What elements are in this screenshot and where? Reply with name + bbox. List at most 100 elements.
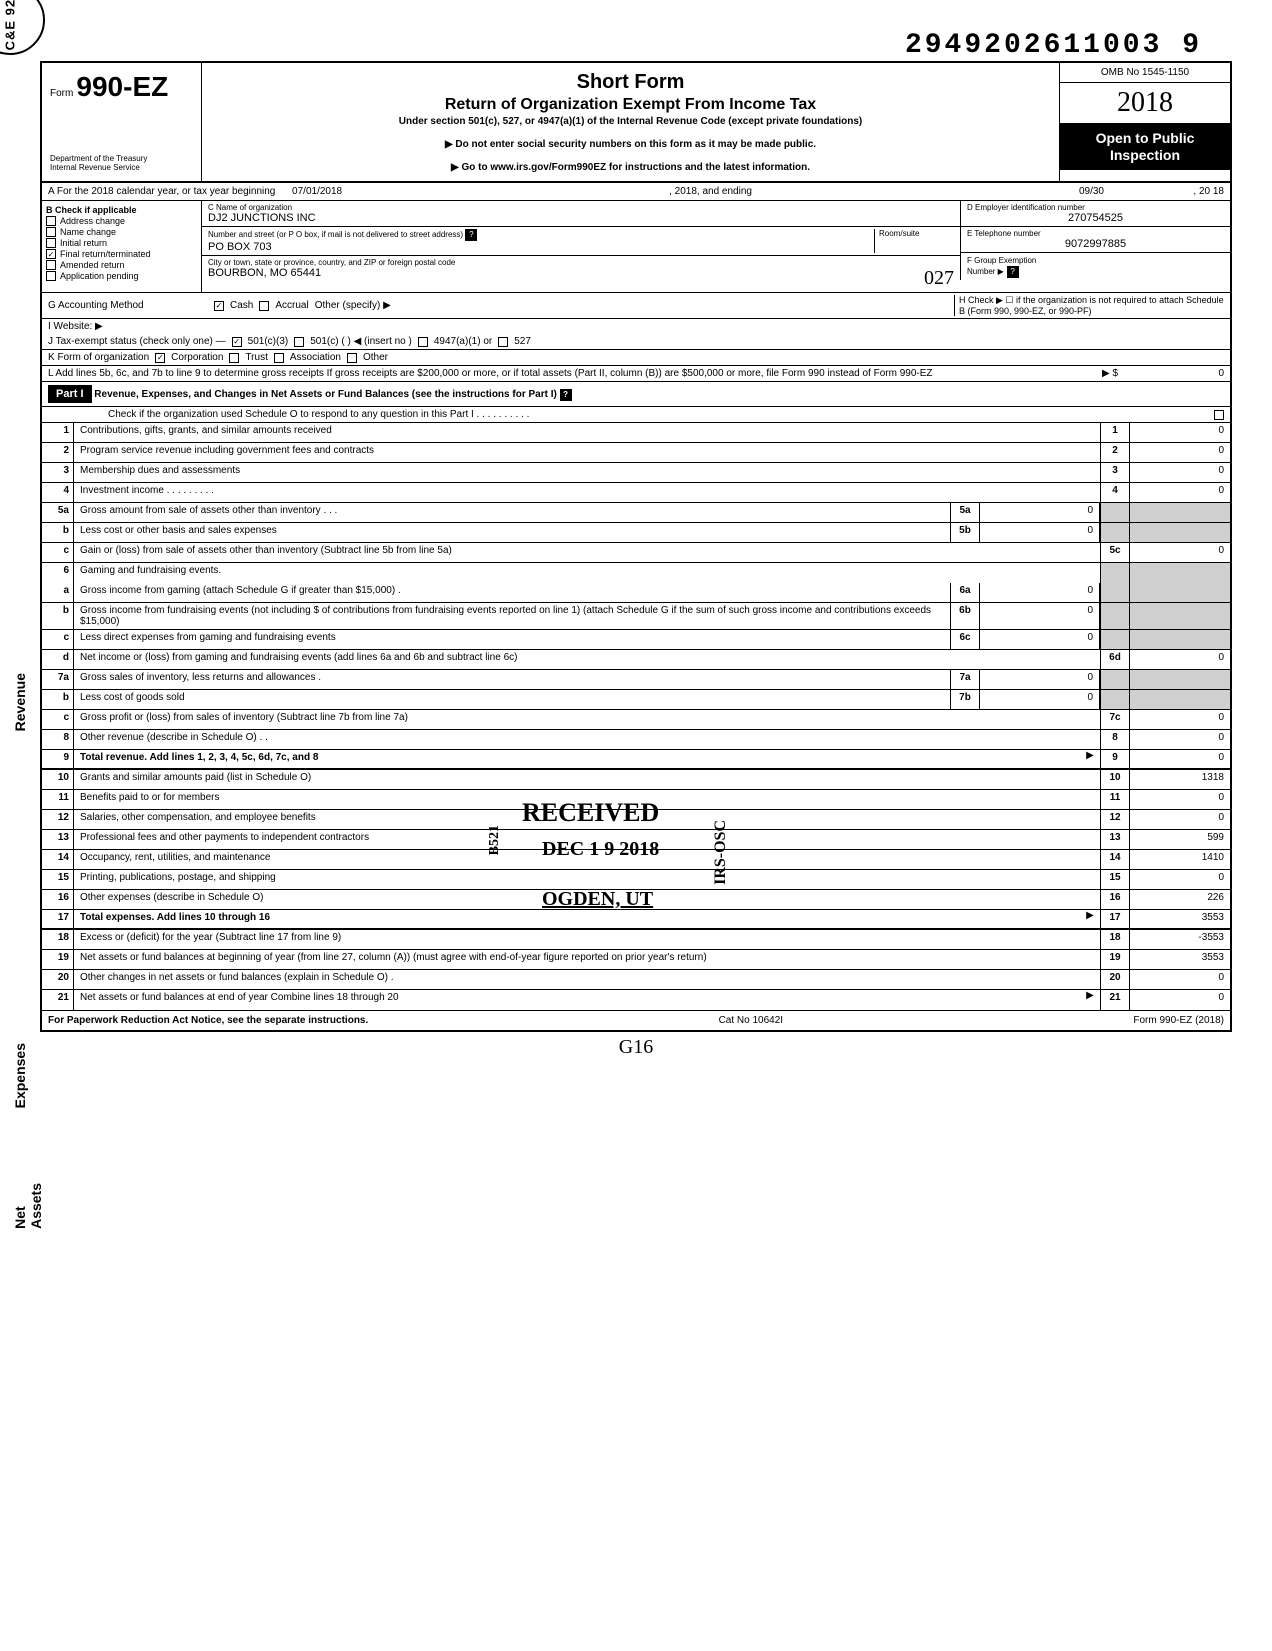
title-short-form: Short Form	[210, 71, 1051, 94]
line-21: 21Net assets or fund balances at end of …	[42, 990, 1230, 1010]
chk-501c[interactable]	[294, 337, 304, 347]
form-footer: For Paperwork Reduction Act Notice, see …	[42, 1010, 1230, 1030]
line-17: 17Total expenses. Add lines 10 through 1…	[42, 910, 1230, 930]
line-6d: dNet income or (loss) from gaming and fu…	[42, 650, 1230, 670]
chk-4947[interactable]	[418, 337, 428, 347]
line-6b: bGross income from fundraising events (n…	[42, 603, 1230, 630]
line-9: 9Total revenue. Add lines 1, 2, 3, 4, 5c…	[42, 750, 1230, 770]
section-c: C Name of organization DJ2 JUNCTIONS INC…	[202, 201, 960, 292]
label-expenses: Expenses	[12, 1043, 28, 1108]
tax-year-begin: 07/01/2018	[292, 186, 342, 197]
chk-name-change[interactable]	[46, 227, 56, 237]
chk-schedule-o[interactable]	[1214, 410, 1224, 420]
line-19: 19Net assets or fund balances at beginni…	[42, 950, 1230, 970]
subtitle: Under section 501(c), 527, or 4947(a)(1)…	[210, 116, 1051, 127]
chk-initial-return[interactable]	[46, 238, 56, 248]
line-1: 1Contributions, gifts, grants, and simil…	[42, 423, 1230, 443]
line-14: 14Occupancy, rent, utilities, and mainte…	[42, 850, 1230, 870]
header-left: Form 990-EZ Department of the Treasury I…	[42, 63, 202, 181]
footer-form: Form 990-EZ (2018)	[1133, 1015, 1224, 1026]
line-6: 6Gaming and fundraising events.	[42, 563, 1230, 583]
chk-cash[interactable]: ✓	[214, 301, 224, 311]
chk-app-pending[interactable]	[46, 271, 56, 281]
identity-section: B Check if applicable Address change Nam…	[42, 201, 1230, 293]
line-6c: cLess direct expenses from gaming and fu…	[42, 630, 1230, 650]
telephone: 9072997885	[967, 238, 1224, 250]
handwritten-027: 027	[924, 267, 954, 290]
help-icon[interactable]: ?	[560, 389, 572, 401]
line-k: K Form of organization ✓Corporation Trus…	[42, 350, 1230, 366]
line-l: L Add lines 5b, 6c, and 7b to line 9 to …	[42, 366, 1230, 382]
chk-assoc[interactable]	[274, 353, 284, 363]
line-g-h: G Accounting Method ✓Cash Accrual Other …	[42, 293, 1230, 319]
line-7b: bLess cost of goods sold7b0	[42, 690, 1230, 710]
handwritten-g16: G16	[40, 1036, 1232, 1059]
label-revenue: Revenue	[12, 673, 28, 731]
chk-501c3[interactable]: ✓	[232, 337, 242, 347]
document-number: 2949202611003 9	[40, 20, 1232, 61]
tax-year-end: , 20 18	[1104, 186, 1224, 197]
org-name: DJ2 JUNCTIONS INC	[208, 212, 954, 224]
line-2: 2Program service revenue including gover…	[42, 443, 1230, 463]
line-13: 13Professional fees and other payments t…	[42, 830, 1230, 850]
line-5a: 5aGross amount from sale of assets other…	[42, 503, 1230, 523]
line-i: I Website: ▶	[42, 319, 1230, 334]
header-right: OMB No 1545-1150 2018 Open to Public Ins…	[1060, 63, 1230, 181]
line-18: 18Excess or (deficit) for the year (Subt…	[42, 930, 1230, 950]
chk-other[interactable]	[347, 353, 357, 363]
line-6a: aGross income from gaming (attach Schedu…	[42, 583, 1230, 603]
line-4: 4Investment income . . . . . . . . .40	[42, 483, 1230, 503]
section-def: D Employer identification number 2707545…	[960, 201, 1230, 292]
chk-final-return[interactable]: ✓	[46, 249, 56, 259]
chk-address-change[interactable]	[46, 216, 56, 226]
line-l-value: 0	[1124, 368, 1224, 379]
chk-527[interactable]	[498, 337, 508, 347]
line-3: 3Membership dues and assessments30	[42, 463, 1230, 483]
ein: 270754525	[967, 212, 1224, 224]
note-url: ▶ Go to www.irs.gov/Form990EZ for instru…	[210, 162, 1051, 173]
line-11: 11Benefits paid to or for members110	[42, 790, 1230, 810]
line-16: 16Other expenses (describe in Schedule O…	[42, 890, 1230, 910]
chk-trust[interactable]	[229, 353, 239, 363]
part-i-table: Revenue Expenses Net Assets 1Contributio…	[42, 423, 1230, 1010]
tax-year-end-month: 09/30	[1079, 186, 1104, 197]
help-icon[interactable]: ?	[465, 229, 477, 241]
line-12: 12Salaries, other compensation, and empl…	[42, 810, 1230, 830]
chk-corp[interactable]: ✓	[155, 353, 165, 363]
line-7c: cGross profit or (loss) from sales of in…	[42, 710, 1230, 730]
org-city: BOURBON, MO 65441	[208, 267, 321, 290]
dept-irs: Internal Revenue Service	[50, 163, 193, 173]
part-i-check: Check if the organization used Schedule …	[42, 407, 1230, 423]
help-icon[interactable]: ?	[1007, 266, 1019, 278]
form-prefix: Form	[50, 88, 73, 99]
line-15: 15Printing, publications, postage, and s…	[42, 870, 1230, 890]
chk-accrual[interactable]	[259, 301, 269, 311]
form-page: Form 990-EZ Department of the Treasury I…	[40, 61, 1232, 1032]
note-ssn: ▶ Do not enter social security numbers o…	[210, 139, 1051, 150]
line-10: 10Grants and similar amounts paid (list …	[42, 770, 1230, 790]
line-7a: 7aGross sales of inventory, less returns…	[42, 670, 1230, 690]
header-center: Short Form Return of Organization Exempt…	[202, 63, 1060, 181]
inspection-badge: Open to Public Inspection	[1060, 124, 1230, 170]
label-net-assets: Net Assets	[12, 1183, 44, 1229]
stamp-circle: C&E 927	[0, 0, 45, 55]
line-5c: cGain or (loss) from sale of assets othe…	[42, 543, 1230, 563]
footer-cat: Cat No 10642I	[719, 1015, 784, 1026]
section-b: B Check if applicable Address change Nam…	[42, 201, 202, 292]
title-return: Return of Organization Exempt From Incom…	[210, 96, 1051, 114]
line-5b: bLess cost or other basis and sales expe…	[42, 523, 1230, 543]
footer-notice: For Paperwork Reduction Act Notice, see …	[48, 1015, 368, 1026]
line-20: 20Other changes in net assets or fund ba…	[42, 970, 1230, 990]
chk-amended[interactable]	[46, 260, 56, 270]
tax-year: 2018	[1060, 83, 1230, 124]
dept-treasury: Department of the Treasury	[50, 154, 193, 164]
org-address: PO BOX 703	[208, 241, 874, 253]
line-8: 8Other revenue (describe in Schedule O) …	[42, 730, 1230, 750]
omb-number: OMB No 1545-1150	[1060, 63, 1230, 83]
form-number: 990-EZ	[76, 71, 168, 102]
line-h: H Check ▶ ☐ if the organization is not r…	[954, 295, 1224, 316]
form-header: Form 990-EZ Department of the Treasury I…	[42, 63, 1230, 183]
line-a: A For the 2018 calendar year, or tax yea…	[42, 183, 1230, 201]
line-j: J Tax-exempt status (check only one) — ✓…	[42, 334, 1230, 350]
part-i-header: Part I Revenue, Expenses, and Changes in…	[42, 382, 1230, 407]
